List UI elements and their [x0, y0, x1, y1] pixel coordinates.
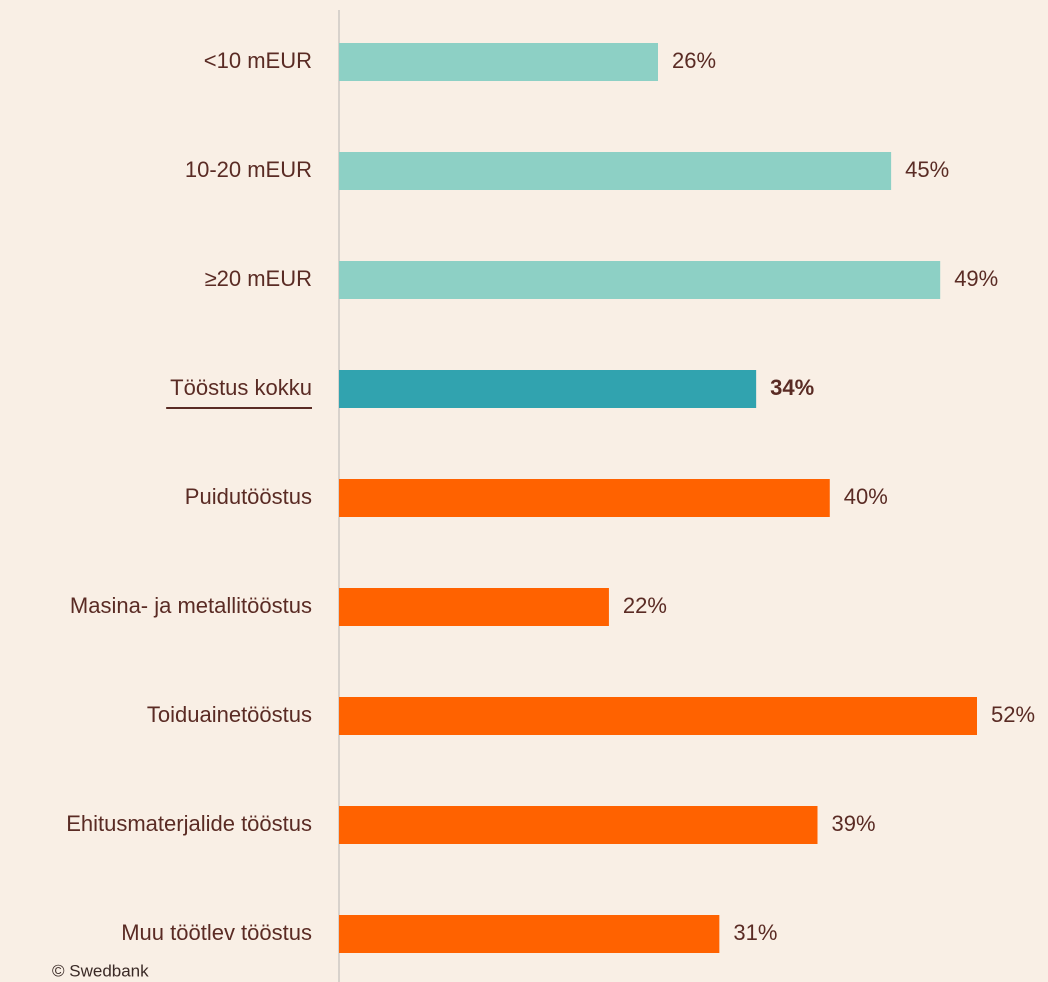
source: © Swedbank	[52, 961, 149, 980]
category-label: 10-20 mEUR	[185, 157, 312, 182]
value-label: 40%	[844, 484, 888, 509]
bar	[339, 479, 830, 517]
bar	[339, 806, 818, 844]
category-label: Toiduainetööstus	[147, 702, 312, 727]
value-label: 39%	[832, 811, 876, 836]
value-label: 45%	[905, 157, 949, 182]
category-label: Tööstus kokku	[170, 375, 312, 400]
bar	[339, 152, 892, 190]
category-label: Masina- ja metallitööstus	[70, 593, 312, 618]
value-label: 22%	[623, 593, 667, 618]
bar	[339, 43, 658, 81]
value-label: 52%	[991, 702, 1035, 727]
category-label: Puidutööstus	[185, 484, 312, 509]
category-label: Ehitusmaterjalide tööstus	[66, 811, 312, 836]
bar	[339, 588, 609, 626]
value-label: 34%	[770, 375, 814, 400]
bar	[339, 261, 941, 299]
value-label: 26%	[672, 48, 716, 73]
bar	[339, 697, 977, 735]
value-label: 49%	[954, 266, 998, 291]
value-label: 31%	[733, 920, 777, 945]
category-label: Muu töötlev tööstus	[121, 920, 312, 945]
bar	[339, 915, 720, 953]
category-label: ≥20 mEUR	[205, 266, 312, 291]
category-label: <10 mEUR	[204, 48, 312, 73]
bar	[339, 370, 757, 408]
